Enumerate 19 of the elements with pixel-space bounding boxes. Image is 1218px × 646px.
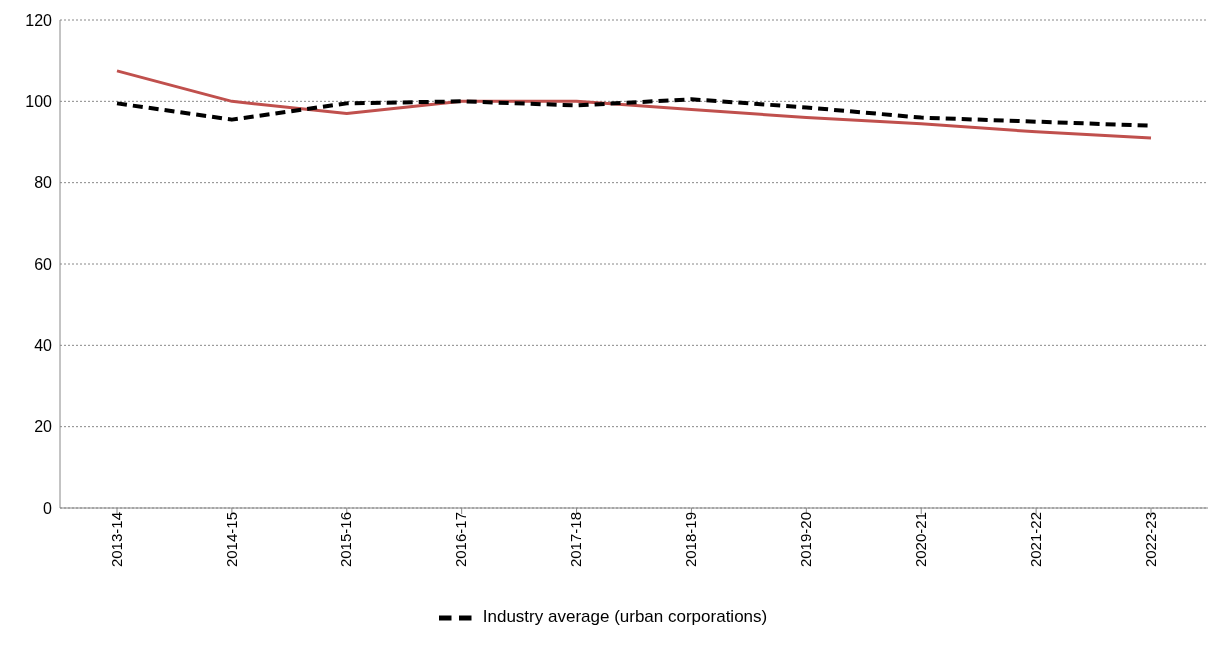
y-tick-label: 80 <box>34 174 53 192</box>
x-tick-label: 2017-18 <box>567 512 585 568</box>
x-tick-label: 2019-20 <box>796 512 814 568</box>
x-tick-label: 2015-16 <box>337 512 355 568</box>
y-tick-label: 120 <box>25 11 53 29</box>
x-tick-label: 2022-23 <box>1141 512 1159 568</box>
x-tick-label: 2013-14 <box>107 512 125 568</box>
x-tick-label: 2014-15 <box>222 512 240 568</box>
x-tick-label: 2018-19 <box>682 512 700 568</box>
x-tick-label: 2016-17 <box>452 512 470 568</box>
x-tick-label: 2020-21 <box>911 512 929 568</box>
y-tick-label: 0 <box>43 499 53 517</box>
y-tick-label: 40 <box>34 337 53 355</box>
x-tick-label: 2021-22 <box>1026 512 1044 568</box>
y-tick-label: 20 <box>34 418 53 436</box>
line-series <box>115 69 1153 140</box>
y-tick-label: 60 <box>34 255 53 273</box>
legend-label: Industry average (urban corporations) <box>482 607 768 627</box>
y-tick-label: 100 <box>25 93 53 111</box>
